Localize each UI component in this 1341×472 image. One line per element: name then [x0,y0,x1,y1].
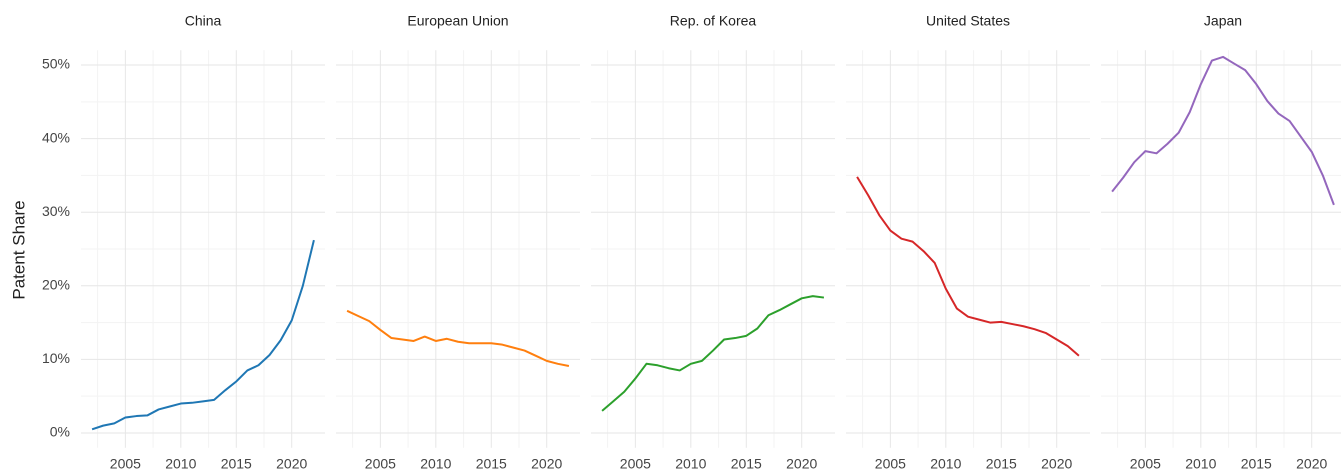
x-tick-label: 2005 [875,456,906,472]
x-tick-label: 2005 [110,456,141,472]
x-tick-label: 2015 [986,456,1017,472]
panel-title: United States [926,13,1010,29]
facet-panel [591,50,835,448]
y-axis-label: Patent Share [9,200,28,299]
panel-title: Rep. of Korea [670,13,757,29]
y-tick-label: 50% [42,56,70,72]
x-tick-label: 2010 [675,456,706,472]
series-line [91,239,315,431]
x-tick-label: 2020 [1041,456,1072,472]
facet-panel [846,50,1090,448]
y-tick-label: 0% [50,424,70,440]
facet-panel [336,50,580,448]
x-tick-label: 2020 [276,456,307,472]
x-tick-label: 2005 [365,456,396,472]
facet-panel [1101,50,1341,448]
x-tick-label: 2010 [165,456,196,472]
panel-title: Japan [1204,13,1242,29]
series-line [1111,55,1335,206]
x-tick-label: 2015 [221,456,252,472]
x-tick-label: 2005 [620,456,651,472]
series-line [346,309,570,367]
x-tick-label: 2010 [930,456,961,472]
y-tick-label: 10% [42,350,70,366]
x-tick-label: 2020 [1296,456,1327,472]
y-tick-label: 40% [42,129,70,145]
x-tick-label: 2020 [531,456,562,472]
series-line [856,176,1080,357]
x-tick-label: 2005 [1130,456,1161,472]
x-tick-label: 2015 [1241,456,1272,472]
x-tick-label: 2010 [420,456,451,472]
x-tick-label: 2020 [786,456,817,472]
x-tick-label: 2015 [731,456,762,472]
series-line [601,295,825,412]
x-tick-label: 2015 [476,456,507,472]
panel-title: China [185,13,222,29]
y-tick-label: 30% [42,203,70,219]
panel-title: European Union [407,13,508,29]
facet-panel [81,50,325,448]
y-tick-label: 20% [42,276,70,292]
x-tick-label: 2010 [1185,456,1216,472]
